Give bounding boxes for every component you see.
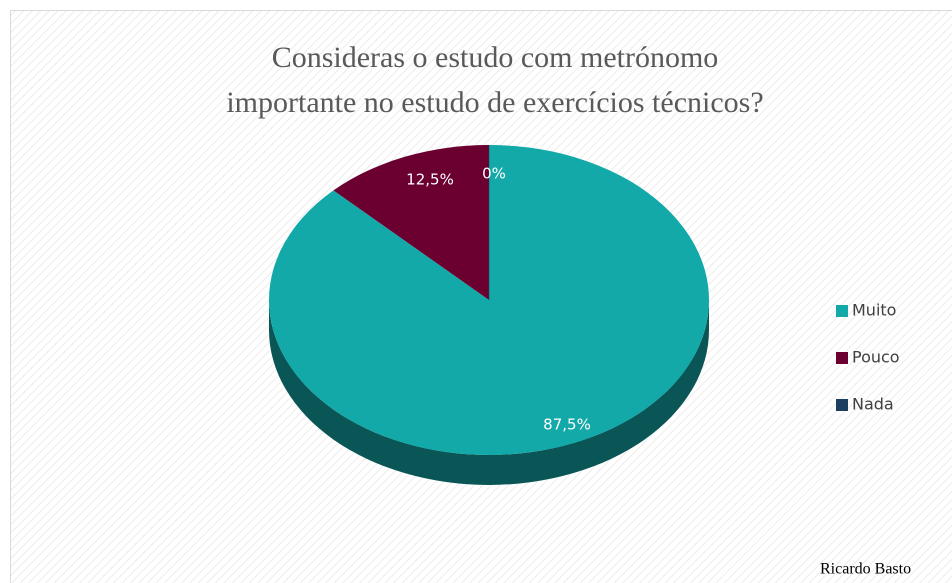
data-label: 0% (482, 165, 506, 183)
legend-swatch (836, 305, 848, 317)
data-label: 87,5% (543, 416, 591, 434)
annotation: Ricardo Basto (820, 561, 911, 578)
legend-swatch (836, 352, 848, 364)
pie-side (269, 300, 709, 485)
chart-title: importante no estudo de exercícios técni… (226, 86, 763, 119)
legend-label: Nada (852, 395, 894, 414)
legend-label: Muito (852, 301, 896, 320)
legend-label: Pouco (852, 348, 900, 367)
pie-slice (333, 145, 489, 300)
chart-title: Consideras o estudo com metrónomo (272, 41, 719, 74)
legend-swatch (836, 399, 848, 411)
data-label: 12,5% (406, 171, 454, 189)
